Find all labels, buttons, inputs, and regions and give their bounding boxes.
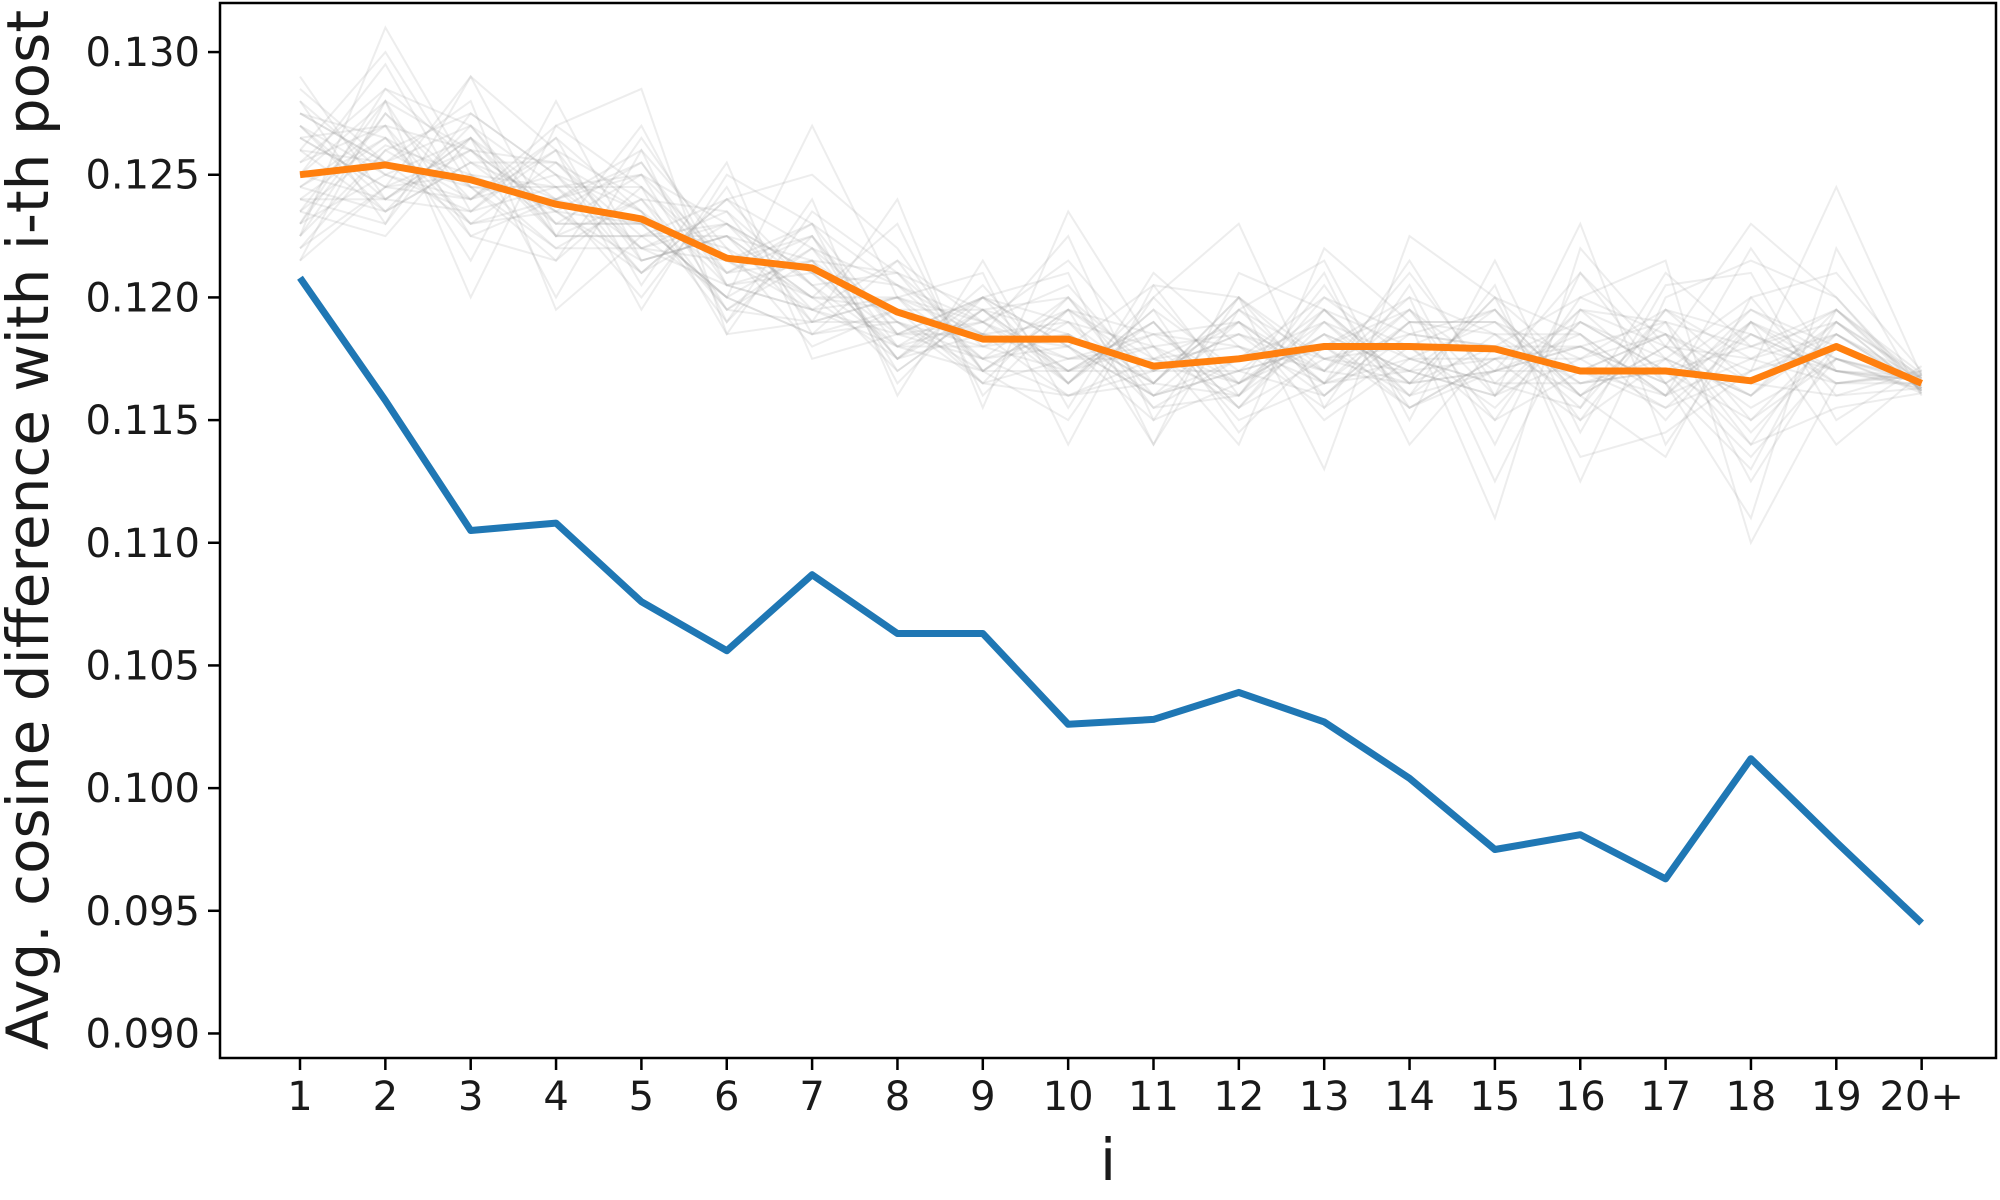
background-series-line-12 bbox=[299, 137, 1923, 410]
y-tick-label: 0.110 bbox=[85, 521, 200, 567]
x-tick-label: 20+ bbox=[1879, 1074, 1963, 1120]
series-line-2 bbox=[299, 161, 1923, 387]
y-tick-label: 0.120 bbox=[85, 275, 200, 321]
y-tick-label: 0.090 bbox=[85, 1011, 200, 1057]
x-axis-title: i bbox=[1100, 1126, 1116, 1194]
x-tick-label: 4 bbox=[543, 1074, 568, 1120]
y-tick-label: 0.100 bbox=[85, 766, 200, 812]
x-tick-label: 5 bbox=[629, 1074, 654, 1120]
background-series-line-10 bbox=[299, 112, 1923, 422]
y-axis-title: Avg. cosine difference with i-th post bbox=[0, 10, 62, 1050]
y-tick-label: 0.095 bbox=[85, 889, 200, 935]
x-axis: 1 2 3 4 5 6 7 8 9 10 11 12 13 14 15 16 17 18 19 20+ bbox=[287, 1058, 1964, 1120]
x-tick-label: 1 bbox=[287, 1074, 312, 1120]
y-axis: 0.090 0.095 0.100 0.105 0.110 0.115 0.120 0.125… bbox=[85, 30, 220, 1057]
background-series-line-9 bbox=[299, 112, 1922, 397]
plot-frame bbox=[218, 1, 1998, 1060]
background-series-line-33 bbox=[299, 124, 1923, 422]
x-tick-label: 19 bbox=[1811, 1074, 1862, 1120]
background-series-line-30 bbox=[299, 76, 1922, 446]
x-tick-label: 2 bbox=[373, 1074, 398, 1120]
y-tick-label: 0.105 bbox=[85, 643, 200, 689]
x-tick-label: 16 bbox=[1555, 1074, 1606, 1120]
background-series-line-31 bbox=[299, 136, 1923, 409]
background-series-line-4 bbox=[299, 100, 1922, 397]
y-tick-label: 0.115 bbox=[85, 398, 200, 444]
x-tick-label: 6 bbox=[714, 1074, 739, 1120]
x-tick-label: 9 bbox=[970, 1074, 995, 1120]
background-series-line-22 bbox=[299, 75, 1923, 447]
x-tick-label: 14 bbox=[1384, 1074, 1435, 1120]
background-series-line-29 bbox=[299, 50, 1923, 459]
background-series-line-26 bbox=[299, 136, 1923, 447]
background-series-line-38 bbox=[299, 99, 1922, 397]
y-tick-label: 0.130 bbox=[85, 30, 200, 76]
x-tick-label: 18 bbox=[1725, 1074, 1776, 1120]
background-series-line-18 bbox=[299, 149, 1923, 397]
x-tick-label: 11 bbox=[1128, 1074, 1179, 1120]
background-series-line-14 bbox=[299, 124, 1922, 434]
background-series-line-7 bbox=[299, 149, 1922, 410]
background-series-line-3 bbox=[299, 111, 1923, 447]
x-tick-label: 17 bbox=[1640, 1074, 1691, 1120]
background-series-line-15 bbox=[300, 186, 1923, 397]
x-tick-label: 12 bbox=[1213, 1074, 1264, 1120]
background-series-line-28 bbox=[299, 74, 1922, 484]
background-series-line-11 bbox=[299, 99, 1922, 409]
main-series-group bbox=[297, 161, 1925, 926]
background-series-line-20 bbox=[299, 124, 1923, 422]
background-series-line-19 bbox=[299, 136, 1922, 409]
x-tick-label: 15 bbox=[1469, 1074, 1520, 1120]
background-series-line-23 bbox=[299, 87, 1923, 522]
y-tick-label: 0.125 bbox=[85, 153, 200, 199]
background-series-line-39 bbox=[299, 112, 1922, 397]
background-series-line-5 bbox=[299, 124, 1923, 422]
background-series-line-8 bbox=[299, 149, 1923, 471]
background-series-line-27 bbox=[299, 98, 1923, 484]
x-tick-label: 13 bbox=[1299, 1074, 1350, 1120]
background-series-line-37 bbox=[299, 137, 1923, 397]
background-series-line-13 bbox=[299, 136, 1922, 409]
background-series-line-24 bbox=[299, 99, 1923, 472]
background-series-group bbox=[299, 25, 1923, 546]
x-tick-label: 8 bbox=[885, 1074, 910, 1120]
x-tick-label: 3 bbox=[458, 1074, 483, 1120]
background-series-line-25 bbox=[299, 62, 1922, 546]
background-series-line-21 bbox=[299, 25, 1923, 521]
x-tick-label: 10 bbox=[1043, 1074, 1094, 1120]
series-line-1 bbox=[297, 275, 1925, 926]
x-tick-label: 7 bbox=[799, 1074, 824, 1120]
